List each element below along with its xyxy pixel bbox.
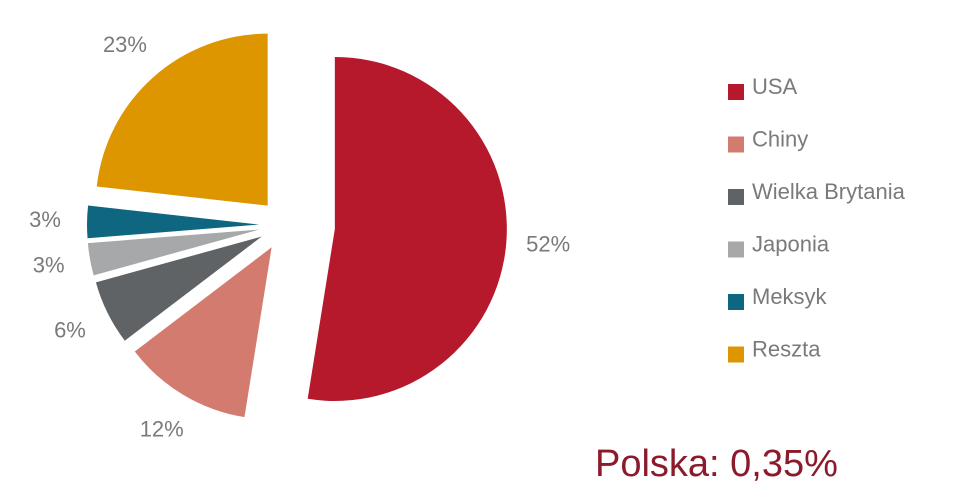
data-label: 3% <box>29 207 61 232</box>
legend-swatch <box>728 294 744 310</box>
legend-swatch <box>728 346 744 363</box>
pie-slice <box>307 56 507 401</box>
pie-slice <box>87 205 260 239</box>
legend-label: Chiny <box>752 126 808 151</box>
data-label: 52% <box>526 232 570 257</box>
legend-swatch <box>728 241 744 258</box>
annotation: Polska: 0,35% <box>595 443 838 485</box>
data-label: 12% <box>140 417 184 442</box>
legend-label: USA <box>752 74 798 99</box>
legend-label: Wielka Brytania <box>752 179 906 204</box>
legend-swatch <box>728 84 744 100</box>
legend-label: Reszta <box>752 336 821 361</box>
legend-label: Japonia <box>752 231 830 256</box>
data-label: 3% <box>33 252 65 277</box>
pie-slice <box>96 33 268 206</box>
pie-slice <box>87 229 260 276</box>
legend-label: Meksyk <box>752 284 828 309</box>
data-label: 23% <box>103 32 147 57</box>
data-label: 6% <box>54 317 86 342</box>
pie-slice <box>95 236 262 341</box>
pie-slice <box>134 247 272 418</box>
legend-swatch <box>728 189 744 205</box>
legend-swatch <box>728 136 744 153</box>
